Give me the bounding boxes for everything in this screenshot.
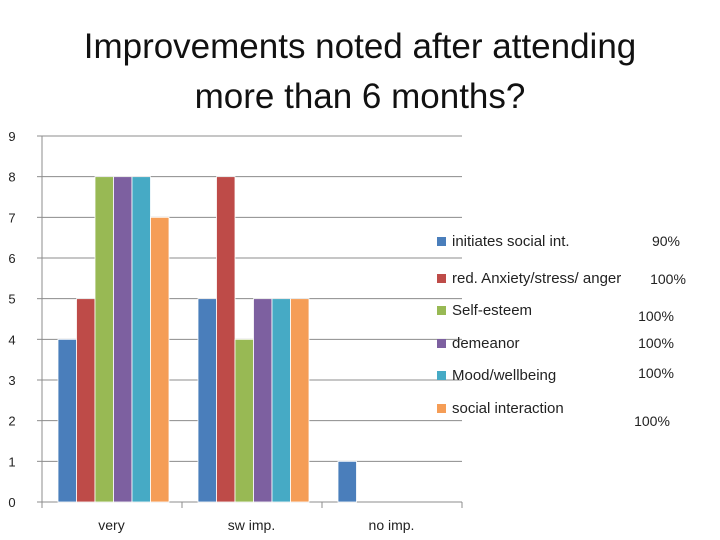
legend-label: demeanor <box>452 335 520 352</box>
x-tick-label: sw imp. <box>228 517 275 533</box>
y-tick-label: 0 <box>8 495 15 510</box>
legend-label: Self-esteem <box>452 302 532 319</box>
legend-swatch <box>437 306 446 315</box>
y-tick-label: 4 <box>8 332 15 347</box>
legend-label: social interaction <box>452 400 564 417</box>
bar <box>131 176 151 503</box>
bar <box>94 176 114 503</box>
legend-label: Mood/wellbeing <box>452 367 556 384</box>
bar <box>253 298 273 503</box>
y-tick-label: 5 <box>8 292 15 307</box>
legend-percent: 100% <box>638 335 674 351</box>
bar <box>113 176 133 503</box>
legend-swatch <box>437 339 446 348</box>
x-tick-label: very <box>98 517 124 533</box>
y-tick-label: 9 <box>8 129 15 144</box>
bar <box>234 338 254 503</box>
y-tick-label: 2 <box>8 414 15 429</box>
legend-label: initiates social int. <box>452 233 570 250</box>
y-tick-label: 7 <box>8 210 15 225</box>
legend-percent: 100% <box>634 413 670 429</box>
bar <box>216 176 236 503</box>
chart-title: Improvements noted after attending more … <box>0 22 720 122</box>
legend-percent: 100% <box>650 271 686 287</box>
bar <box>197 298 217 503</box>
legend-percent: 100% <box>638 308 674 324</box>
chart-title-line-1: Improvements noted after attending <box>83 27 637 66</box>
bar <box>290 298 310 503</box>
y-tick-label: 1 <box>8 454 15 469</box>
bar <box>150 216 170 503</box>
y-tick-label: 3 <box>8 373 15 388</box>
legend-swatch <box>437 371 446 380</box>
legend-swatch <box>437 274 446 283</box>
bar <box>271 298 291 503</box>
legend-label: red. Anxiety/stress/ anger <box>452 270 621 287</box>
bar <box>337 460 357 503</box>
bar <box>57 338 77 503</box>
legend-swatch <box>437 237 446 246</box>
legend-swatch <box>437 404 446 413</box>
chart-title-line-2: more than 6 months? <box>194 77 526 116</box>
legend-percent: 90% <box>652 233 680 249</box>
legend-percent: 100% <box>638 365 674 381</box>
y-tick-label: 6 <box>8 251 15 266</box>
x-tick-label: no imp. <box>369 517 415 533</box>
bar <box>76 298 96 503</box>
y-tick-label: 8 <box>8 170 15 185</box>
